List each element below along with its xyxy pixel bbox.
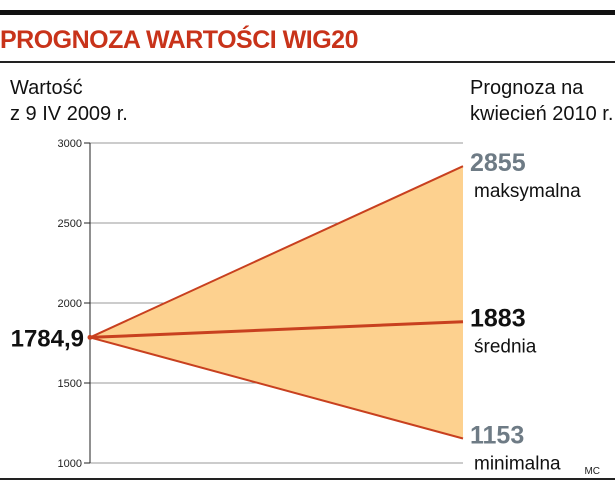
top-rule (0, 10, 615, 15)
bottom-rule (0, 478, 615, 480)
y-tick-label: 3000 (58, 138, 82, 150)
forecast-range-band (90, 166, 463, 439)
title-rule (0, 61, 615, 63)
y-tick-label: 1000 (58, 458, 82, 470)
end-value-min: 1153 (470, 422, 524, 450)
y-tick-label: 2000 (58, 298, 82, 310)
series-line-min (89, 336, 464, 440)
start-heading-line1: Wartość (10, 77, 83, 99)
start-heading-line2: z 9 IV 2009 r. (10, 103, 128, 125)
start-point (87, 334, 93, 340)
y-tick-label: 2500 (58, 218, 82, 230)
series-layer (87, 165, 464, 440)
end-value-max: 2855 (470, 149, 526, 177)
forecast-heading-line1: Prognoza na (470, 77, 584, 99)
chart-title: PROGNOZA WARTOŚCI WIG20 (0, 26, 358, 54)
end-label-min: minimalna (474, 454, 561, 475)
end-label-max: maksymalna (474, 181, 581, 202)
forecast-heading-line2: kwiecień 2010 r. (470, 103, 614, 125)
forecast-heading: Prognoza na kwiecień 2010 r. (470, 75, 613, 127)
start-value-label: 1784,9 (11, 325, 84, 352)
credit-label: MC (584, 466, 600, 477)
y-tick-label: 1500 (58, 378, 82, 390)
end-label-avg: średnia (474, 337, 537, 358)
series-line-max (89, 165, 464, 339)
end-label-layer: 2855 maksymalna 1883 średnia 1153 minimalna (470, 149, 581, 474)
end-value-avg: 1883 (470, 305, 526, 333)
start-date-heading: Wartość z 9 IV 2009 r. (10, 75, 128, 127)
series-line-avg (89, 320, 464, 339)
